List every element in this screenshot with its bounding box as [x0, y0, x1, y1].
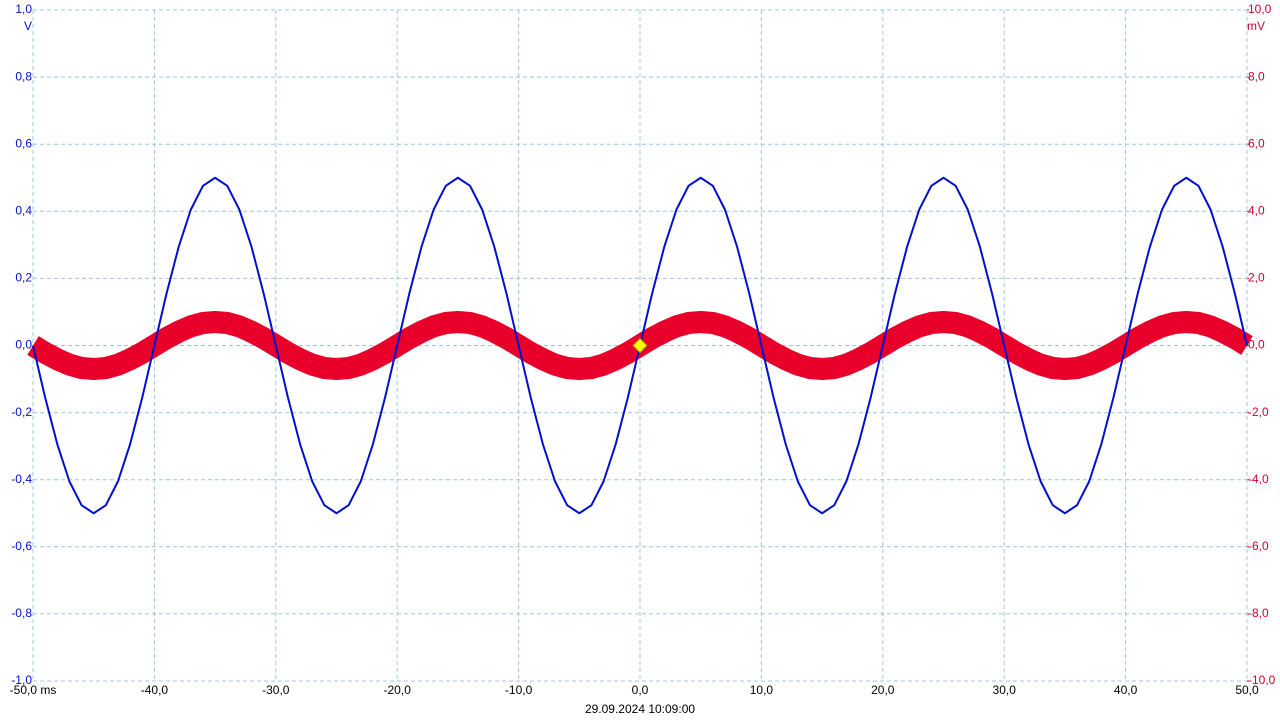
y-tick-label: 0,8	[15, 69, 32, 83]
y2-tick-label: 4,0	[1248, 203, 1265, 217]
y2-tick-label: 2,0	[1248, 271, 1265, 285]
x-tick-label: -50,0 ms	[10, 683, 57, 697]
x-tick-label: -20,0	[384, 683, 412, 697]
y2-tick-label: -2,0	[1248, 405, 1269, 419]
x-tick-label: 40,0	[1114, 683, 1138, 697]
x-tick-label: 50,0	[1235, 683, 1259, 697]
y-tick-label: 0,2	[15, 271, 32, 285]
x-tick-label: 10,0	[750, 683, 774, 697]
y-tick-label: -0,4	[11, 472, 32, 486]
x-tick-label: -40,0	[141, 683, 169, 697]
y2-unit: mV	[1247, 19, 1265, 33]
y-unit: V	[24, 19, 32, 33]
y-tick-label: -0,8	[11, 606, 32, 620]
y-tick-label: -0,6	[11, 539, 32, 553]
timestamp: 29.09.2024 10:09:00	[585, 702, 695, 716]
x-tick-label: 20,0	[871, 683, 895, 697]
y2-tick-label: 8,0	[1248, 69, 1265, 83]
trigger-marker	[632, 337, 648, 354]
y-tick-label: 0,0	[15, 338, 32, 352]
x-tick-label: -30,0	[262, 683, 290, 697]
y-tick-label: -0,2	[11, 405, 32, 419]
y2-tick-label: 10,0	[1248, 2, 1272, 16]
y-tick-label: 0,4	[15, 203, 32, 217]
y2-tick-label: -10,0	[1248, 673, 1276, 687]
y2-tick-label: 0,0	[1248, 338, 1265, 352]
y2-tick-label: -4,0	[1248, 472, 1269, 486]
x-tick-label: 0,0	[632, 683, 649, 697]
y2-tick-label: 6,0	[1248, 136, 1265, 150]
y-tick-label: 1,0	[15, 2, 32, 16]
y-tick-label: 0,6	[15, 136, 32, 150]
x-tick-label: 30,0	[993, 683, 1017, 697]
y2-tick-label: -6,0	[1248, 539, 1269, 553]
y-tick-label: -1,0	[11, 673, 32, 687]
x-tick-label: -10,0	[505, 683, 533, 697]
y2-tick-label: -8,0	[1248, 606, 1269, 620]
